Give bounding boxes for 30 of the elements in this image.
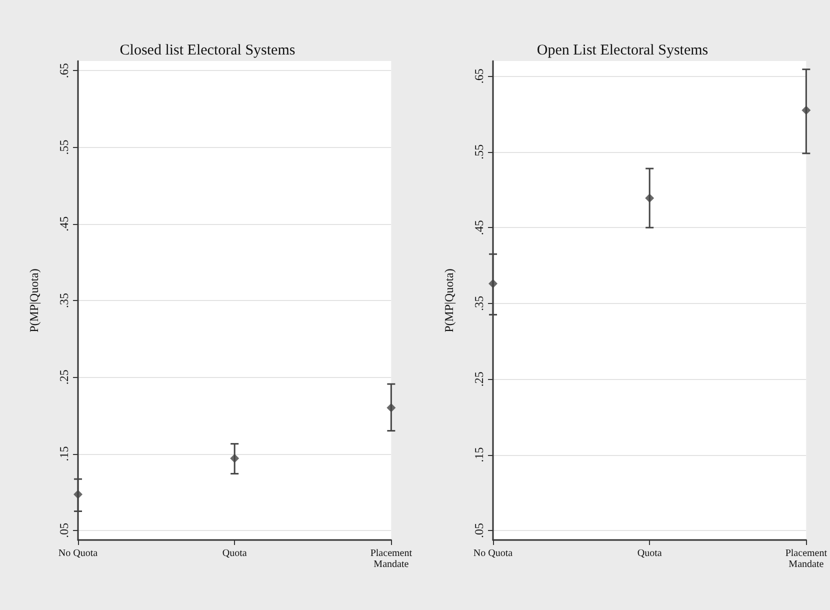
y-tick-label: .25 <box>57 370 71 385</box>
y-axis-title: P(MP|Quota) <box>442 268 456 332</box>
point <box>386 403 396 412</box>
point <box>802 106 811 115</box>
y-tick-label: .65 <box>472 68 486 84</box>
y-tick-label: .35 <box>472 296 486 311</box>
chart-title: Closed list Electoral Systems <box>120 42 296 58</box>
y-tick-label: .55 <box>57 140 71 155</box>
y-tick-label: .35 <box>57 293 71 308</box>
x-tick-label: Quota <box>222 548 248 559</box>
y-tick-label: .15 <box>57 446 71 462</box>
point <box>74 490 82 499</box>
y-tick-label: .65 <box>57 63 71 78</box>
x-tick-label: No Quota <box>58 548 98 559</box>
x-tick-label: Placement Mandate <box>370 548 412 570</box>
chart-title: Open List Electoral Systems <box>536 42 708 58</box>
y-tick-label: .45 <box>57 216 71 232</box>
y-tick-label: .25 <box>472 372 486 387</box>
y-axis-title: P(MP|Quota) <box>27 268 41 332</box>
y-tick-label: .45 <box>472 220 486 236</box>
point <box>488 279 498 288</box>
y-tick-label: .05 <box>472 523 486 538</box>
x-tick-label: Quota <box>637 548 662 559</box>
y-tick-label: .05 <box>57 522 71 538</box>
x-tick-label: Placement Mandate <box>785 548 828 570</box>
point <box>645 194 654 203</box>
point <box>230 454 240 463</box>
y-tick-label: .55 <box>472 144 486 160</box>
y-tick-label: .15 <box>472 447 486 462</box>
x-tick-label: No Quota <box>473 548 514 559</box>
